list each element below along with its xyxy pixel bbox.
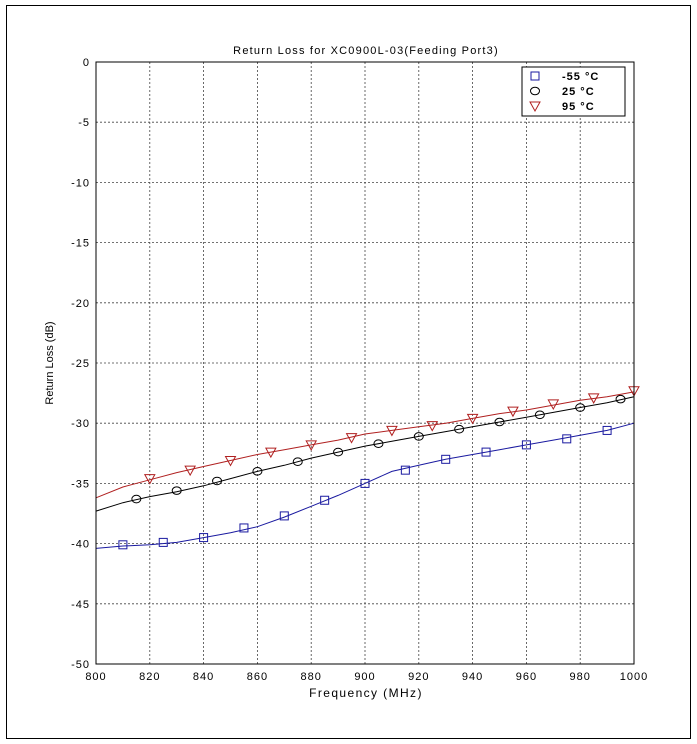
y-tick-label: -25 <box>71 358 90 370</box>
legend-label: 25 °C <box>562 86 595 98</box>
square-marker <box>441 454 451 464</box>
chart-frame <box>6 5 691 739</box>
y-tick-label: -30 <box>71 418 90 430</box>
x-tick-label: 860 <box>247 671 268 683</box>
x-tick-label: 840 <box>193 671 214 683</box>
triangle-marker <box>547 399 560 410</box>
tick-labels: 800 820 840 860 880 900 920 940 960 980 1000 0 -5 -10… <box>71 57 648 683</box>
circle-marker <box>252 467 263 476</box>
square-marker <box>530 71 540 81</box>
x-tick-label: 980 <box>570 671 591 683</box>
circle-marker <box>615 394 626 404</box>
circle-marker <box>454 424 465 434</box>
y-tick-label: -15 <box>71 238 90 250</box>
series-line <box>95 391 635 499</box>
chart-title: Return Loss for XC0900L-03(Feeding Port3… <box>233 45 499 57</box>
square-marker <box>239 523 249 533</box>
triangle-marker <box>143 474 156 485</box>
square-marker <box>158 537 168 547</box>
circle-marker <box>171 486 182 495</box>
y-tick-label: -45 <box>71 599 90 611</box>
square-marker <box>481 447 491 457</box>
circle-marker <box>131 494 142 504</box>
legend-label: 95 °C <box>562 101 595 113</box>
x-tick-label: 900 <box>354 671 375 683</box>
y-tick-label: 0 <box>83 57 90 69</box>
y-axis-label: Return Loss (dB) <box>44 321 56 404</box>
legend-label: -55 °C <box>562 71 599 83</box>
y-tick-label: -50 <box>71 659 90 671</box>
y-tick-label: -5 <box>78 117 90 129</box>
y-tick-label: -20 <box>71 298 90 310</box>
triangle-marker <box>224 456 237 467</box>
series-group <box>95 394 635 512</box>
y-tick-label: -40 <box>71 539 90 551</box>
square-marker <box>320 495 330 505</box>
plot-area-border <box>95 61 635 665</box>
y-tick-label: -35 <box>71 478 90 490</box>
circle-marker <box>494 417 505 427</box>
data-series <box>95 386 640 550</box>
triangle-marker <box>466 413 479 425</box>
square-marker <box>562 434 572 444</box>
circle-marker <box>292 457 303 467</box>
x-axis-label: Frequency (MHz) <box>309 686 423 700</box>
triangle-marker <box>587 393 600 404</box>
series-line <box>95 422 635 549</box>
legend: -55 °C 25 °C 95 °C <box>521 66 626 117</box>
triangle-marker <box>305 440 318 451</box>
x-tick-label: 960 <box>516 671 537 683</box>
square-marker <box>521 440 531 450</box>
circle-marker <box>212 476 223 486</box>
x-tick-label: 1000 <box>620 671 648 683</box>
circle-marker <box>575 403 586 412</box>
triangle-marker <box>184 465 196 477</box>
circle-marker <box>373 439 384 448</box>
square-marker <box>118 540 128 550</box>
y-tick-label: -10 <box>71 177 90 189</box>
circle-marker <box>333 447 344 457</box>
circle-marker <box>534 410 545 420</box>
x-tick-label: 920 <box>408 671 429 683</box>
x-tick-label: 880 <box>301 671 322 683</box>
series-group <box>95 422 635 550</box>
triangle-marker <box>386 425 398 437</box>
square-marker <box>199 533 209 543</box>
square-marker <box>602 425 612 435</box>
square-marker <box>279 511 289 521</box>
x-tick-label: 820 <box>139 671 160 683</box>
circle-marker <box>530 86 540 96</box>
x-tick-label: 940 <box>462 671 483 683</box>
circle-marker <box>413 432 424 441</box>
square-marker <box>400 465 410 475</box>
triangle-marker <box>265 447 277 459</box>
triangle-marker <box>426 421 439 432</box>
triangle-marker <box>507 406 519 418</box>
triangle-marker <box>529 101 541 113</box>
square-marker <box>360 478 370 488</box>
triangle-marker <box>345 433 358 444</box>
x-tick-label: 800 <box>85 671 106 683</box>
series-group <box>95 386 640 499</box>
grid-lines <box>96 62 634 664</box>
